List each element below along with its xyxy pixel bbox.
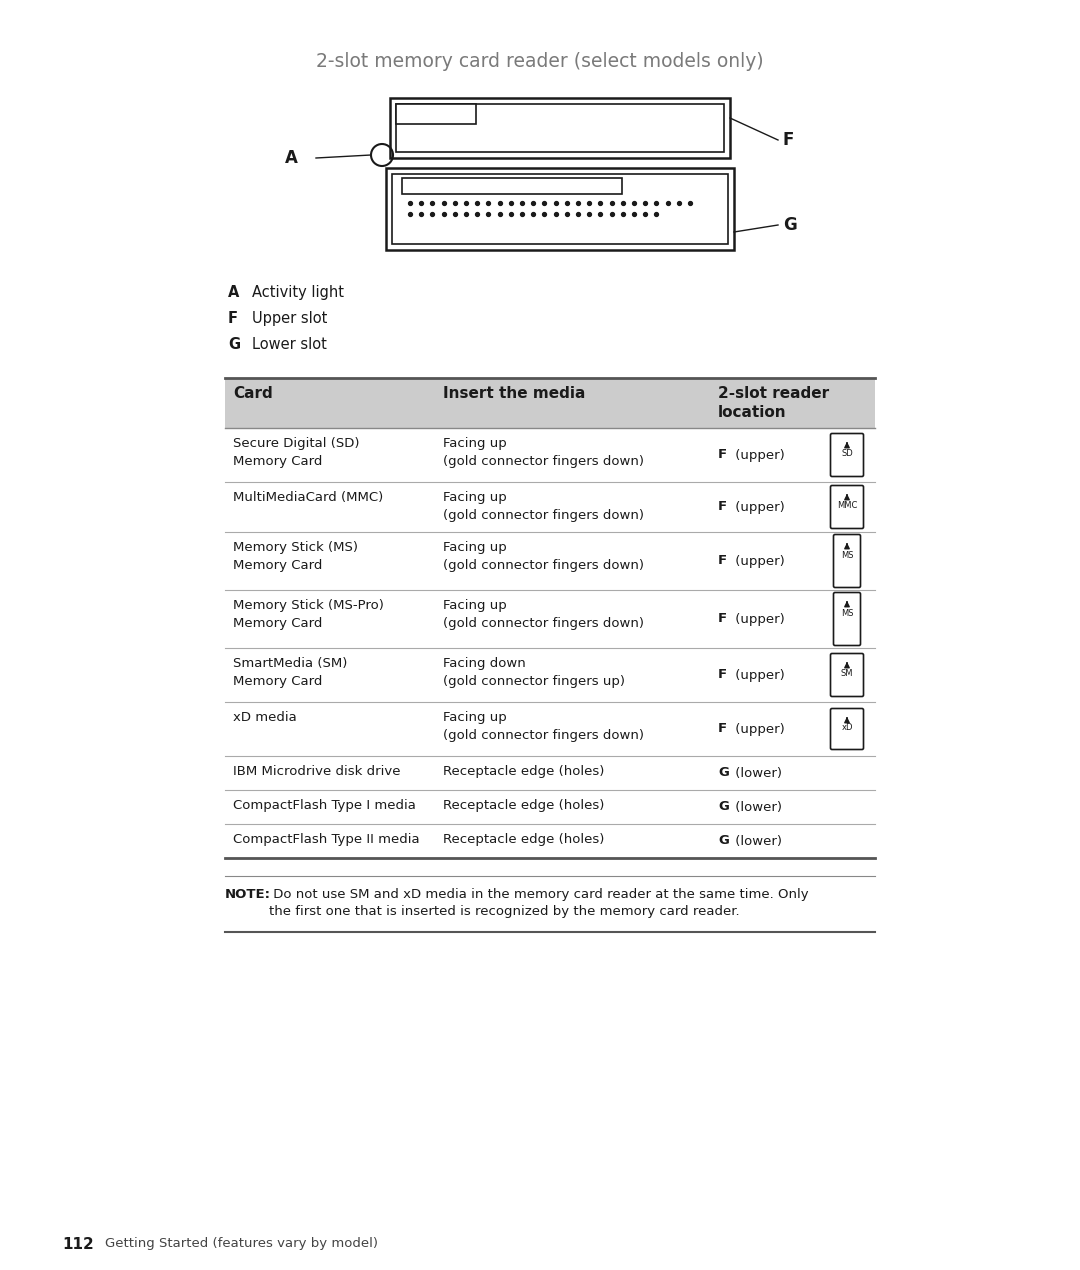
Text: (upper): (upper) — [731, 555, 785, 568]
Text: Facing up
(gold connector fingers down): Facing up (gold connector fingers down) — [443, 437, 644, 467]
Text: 2-slot reader
location: 2-slot reader location — [718, 386, 829, 420]
Text: CompactFlash Type I media: CompactFlash Type I media — [233, 799, 416, 812]
Text: MMC: MMC — [837, 500, 858, 509]
Text: F: F — [718, 555, 727, 568]
Text: Receptacle edge (holes): Receptacle edge (holes) — [443, 833, 605, 846]
Text: (lower): (lower) — [731, 834, 782, 847]
Text: Memory Stick (MS-Pro)
Memory Card: Memory Stick (MS-Pro) Memory Card — [233, 599, 383, 630]
Text: (upper): (upper) — [731, 668, 785, 682]
Text: Facing up
(gold connector fingers down): Facing up (gold connector fingers down) — [443, 491, 644, 522]
Text: A: A — [228, 284, 240, 300]
Text: (lower): (lower) — [731, 800, 782, 814]
Text: G: G — [228, 337, 240, 352]
Text: SD: SD — [841, 448, 853, 457]
Text: F: F — [718, 612, 727, 626]
Text: G: G — [718, 834, 729, 847]
Text: Receptacle edge (holes): Receptacle edge (holes) — [443, 799, 605, 812]
Text: xD: xD — [841, 723, 853, 732]
Text: G: G — [718, 767, 729, 780]
Bar — [396, 104, 724, 152]
Text: F: F — [718, 723, 727, 735]
Text: 2-slot memory card reader (select models only): 2-slot memory card reader (select models… — [316, 52, 764, 71]
Text: SM: SM — [840, 668, 853, 677]
Text: F: F — [718, 500, 727, 513]
Bar — [402, 178, 622, 194]
Bar — [392, 174, 728, 244]
Text: IBM Microdrive disk drive: IBM Microdrive disk drive — [233, 765, 401, 779]
Text: Facing up
(gold connector fingers down): Facing up (gold connector fingers down) — [443, 599, 644, 630]
Text: Card: Card — [233, 386, 273, 401]
Text: F: F — [718, 668, 727, 682]
Text: SmartMedia (SM)
Memory Card: SmartMedia (SM) Memory Card — [233, 657, 348, 687]
Bar — [386, 168, 734, 250]
Text: CompactFlash Type II media: CompactFlash Type II media — [233, 833, 420, 846]
Text: NOTE:: NOTE: — [225, 888, 271, 900]
Text: Upper slot: Upper slot — [252, 311, 327, 326]
Text: (upper): (upper) — [731, 723, 785, 735]
Text: Facing down
(gold connector fingers up): Facing down (gold connector fingers up) — [443, 657, 625, 687]
Text: (upper): (upper) — [731, 448, 785, 461]
Text: Secure Digital (SD)
Memory Card: Secure Digital (SD) Memory Card — [233, 437, 360, 467]
Text: Memory Stick (MS)
Memory Card: Memory Stick (MS) Memory Card — [233, 541, 357, 572]
Text: F: F — [718, 448, 727, 461]
Text: Do not use SM and xD media in the memory card reader at the same time. Only
the : Do not use SM and xD media in the memory… — [269, 888, 809, 918]
Text: MS: MS — [840, 551, 853, 560]
Text: MS: MS — [840, 610, 853, 618]
Text: Insert the media: Insert the media — [443, 386, 585, 401]
Text: Activity light: Activity light — [252, 284, 345, 300]
Bar — [396, 104, 476, 124]
Text: (upper): (upper) — [731, 500, 785, 513]
Text: A: A — [285, 149, 298, 166]
Text: F: F — [228, 311, 238, 326]
Text: Lower slot: Lower slot — [252, 337, 327, 352]
Bar — [225, 378, 875, 428]
Bar — [390, 98, 730, 157]
Text: G: G — [718, 800, 729, 814]
Text: Receptacle edge (holes): Receptacle edge (holes) — [443, 765, 605, 779]
Text: (lower): (lower) — [731, 767, 782, 780]
Text: F: F — [783, 131, 795, 149]
Text: MultiMediaCard (MMC): MultiMediaCard (MMC) — [233, 491, 383, 504]
Text: xD media: xD media — [233, 711, 297, 724]
Text: (upper): (upper) — [731, 612, 785, 626]
Text: 112: 112 — [62, 1237, 94, 1252]
Text: Facing up
(gold connector fingers down): Facing up (gold connector fingers down) — [443, 711, 644, 742]
Text: G: G — [783, 216, 797, 234]
Text: Facing up
(gold connector fingers down): Facing up (gold connector fingers down) — [443, 541, 644, 572]
Text: Getting Started (features vary by model): Getting Started (features vary by model) — [105, 1237, 378, 1250]
